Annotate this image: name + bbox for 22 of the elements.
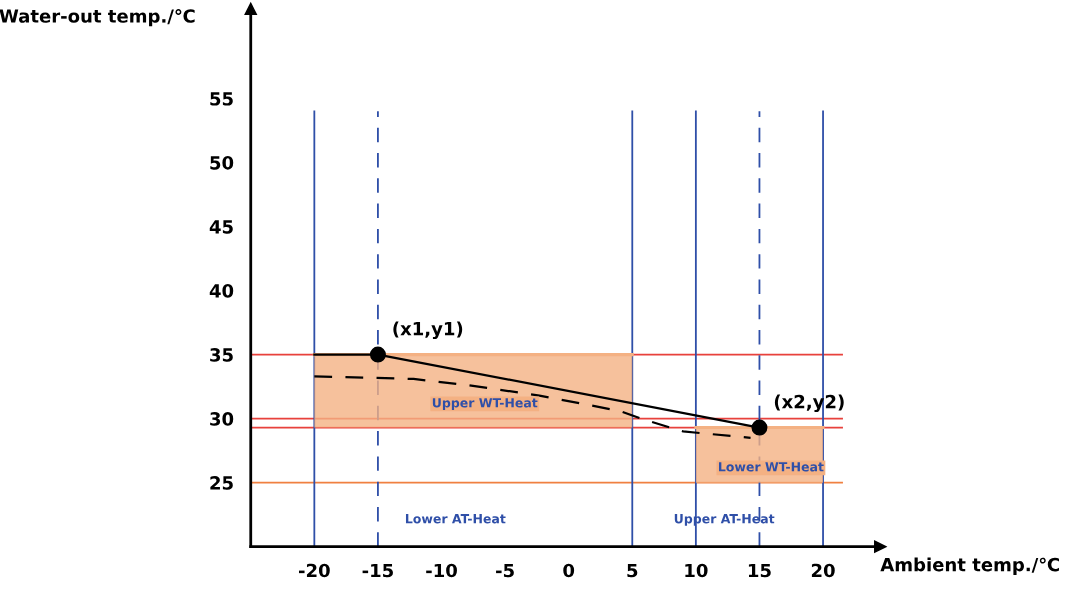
x-tick-label: 20 bbox=[811, 563, 835, 578]
y-tick-label: 25 bbox=[210, 476, 233, 490]
y-tick-label: 55 bbox=[210, 92, 233, 106]
x-tick-label: -20 bbox=[299, 563, 330, 578]
y-tick-label: 40 bbox=[209, 284, 234, 298]
x-tick-label: 0 bbox=[563, 563, 575, 578]
y-tick-label: 45 bbox=[209, 220, 233, 234]
y-tick-label: 30 bbox=[210, 412, 234, 426]
y-tick-label: 35 bbox=[210, 348, 233, 362]
x-tick-label: -10 bbox=[426, 563, 457, 578]
x-tick-label: 10 bbox=[685, 563, 708, 578]
x-tick-label: -15 bbox=[362, 563, 393, 578]
y-axis-title: Water-out temp./℃ bbox=[0, 9, 195, 27]
y-tick-label: 50 bbox=[210, 155, 234, 170]
x-tick-label: -5 bbox=[496, 563, 514, 578]
text: Upper WT-Heat bbox=[432, 398, 538, 410]
annotation: Lower AT-Heat bbox=[405, 514, 506, 524]
text: Lower WT-Heat bbox=[719, 462, 824, 472]
x-axis-title: Ambient temp./℃ bbox=[880, 557, 1059, 575]
annotation: (x1,y1) bbox=[393, 321, 463, 340]
x-tick-label: 5 bbox=[627, 563, 638, 578]
x-tick-label: 15 bbox=[748, 563, 771, 578]
